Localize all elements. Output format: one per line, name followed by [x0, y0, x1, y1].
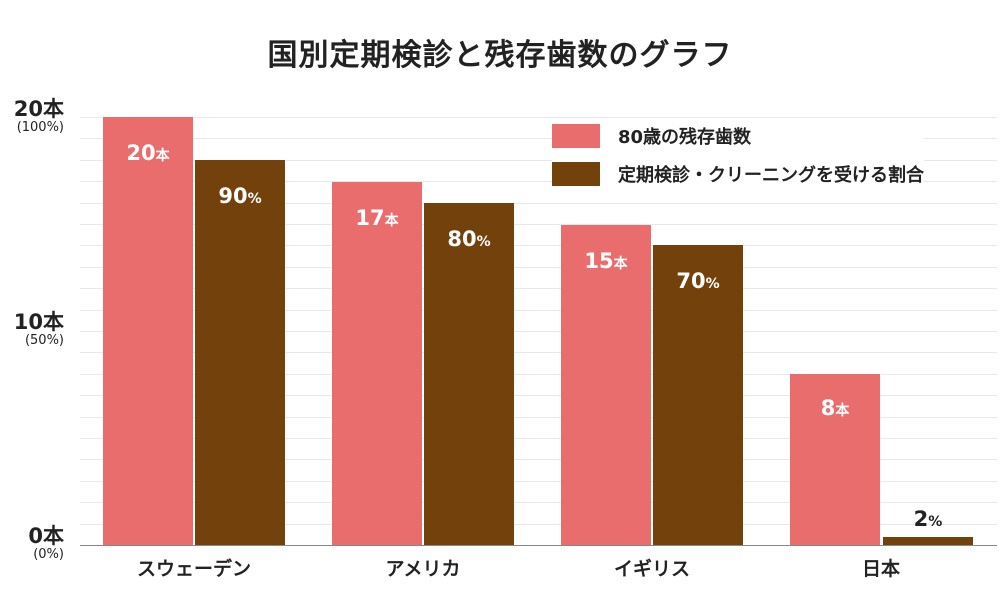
x-axis-line: [80, 545, 997, 546]
y-tick-20: 20本 (100%): [13, 97, 64, 135]
gridline: [80, 202, 997, 204]
gridline: [80, 416, 997, 418]
gridline: [80, 245, 997, 247]
gridline: [80, 459, 997, 461]
gridline: [80, 480, 997, 482]
gridline: [80, 523, 997, 525]
bar-label: 90%: [218, 184, 262, 208]
gridline: [80, 117, 997, 118]
chart-title: 国別定期検診と残存歯数のグラフ: [267, 38, 733, 73]
bar-label: 80%: [447, 227, 491, 251]
legend-item-teeth: 80歳の残存歯数: [552, 120, 924, 152]
gridline: [80, 266, 997, 268]
x-label-sweden: スウェーデン: [136, 558, 251, 580]
gridline: [80, 331, 997, 332]
gridline: [80, 309, 997, 311]
gridline: [80, 181, 997, 183]
gridline: [80, 395, 997, 397]
gridline: [80, 502, 997, 504]
x-label-usa: アメリカ: [385, 558, 461, 580]
x-label-uk: イギリス: [613, 558, 690, 580]
legend-item-checkup: 定期検診・クリーニングを受ける割合: [552, 158, 924, 190]
y-tick-10: 10本 (50%): [13, 310, 64, 348]
bar-label: 2%: [913, 507, 943, 531]
gridline: [80, 224, 997, 225]
legend-swatch-checkup: [552, 162, 600, 186]
gridline: [80, 352, 997, 354]
legend-swatch-teeth: [552, 124, 600, 148]
gridline: [80, 438, 997, 439]
gridline: [80, 159, 997, 161]
bar-teeth-sweden: 20本: [103, 117, 193, 545]
legend: 80歳の残存歯数 定期検診・クリーニングを受ける割合: [552, 120, 924, 196]
gridline: [80, 288, 997, 290]
bar-teeth-japan: 8本: [790, 374, 880, 545]
bar-checkup-sweden: 90%: [195, 160, 285, 545]
bar-label: 17本: [355, 206, 399, 230]
bar-teeth-uk: 15本: [561, 225, 651, 545]
gridline: [80, 138, 997, 140]
bar-checkup-usa: 80%: [424, 203, 514, 545]
y-tick-0: 0本 (0%): [28, 524, 64, 562]
bar-label: 8本: [820, 396, 850, 420]
bar-teeth-usa: 17本: [332, 182, 422, 545]
bar-label: 20本: [126, 141, 170, 165]
bar-checkup-uk: 70%: [653, 245, 743, 545]
bar-label: 70%: [676, 269, 720, 293]
plot-area: [80, 0, 997, 600]
bar-label: 15本: [584, 249, 628, 273]
bar-checkup-japan: 2%: [883, 507, 973, 545]
gridline: [80, 373, 997, 375]
x-label-japan: 日本: [861, 558, 900, 580]
